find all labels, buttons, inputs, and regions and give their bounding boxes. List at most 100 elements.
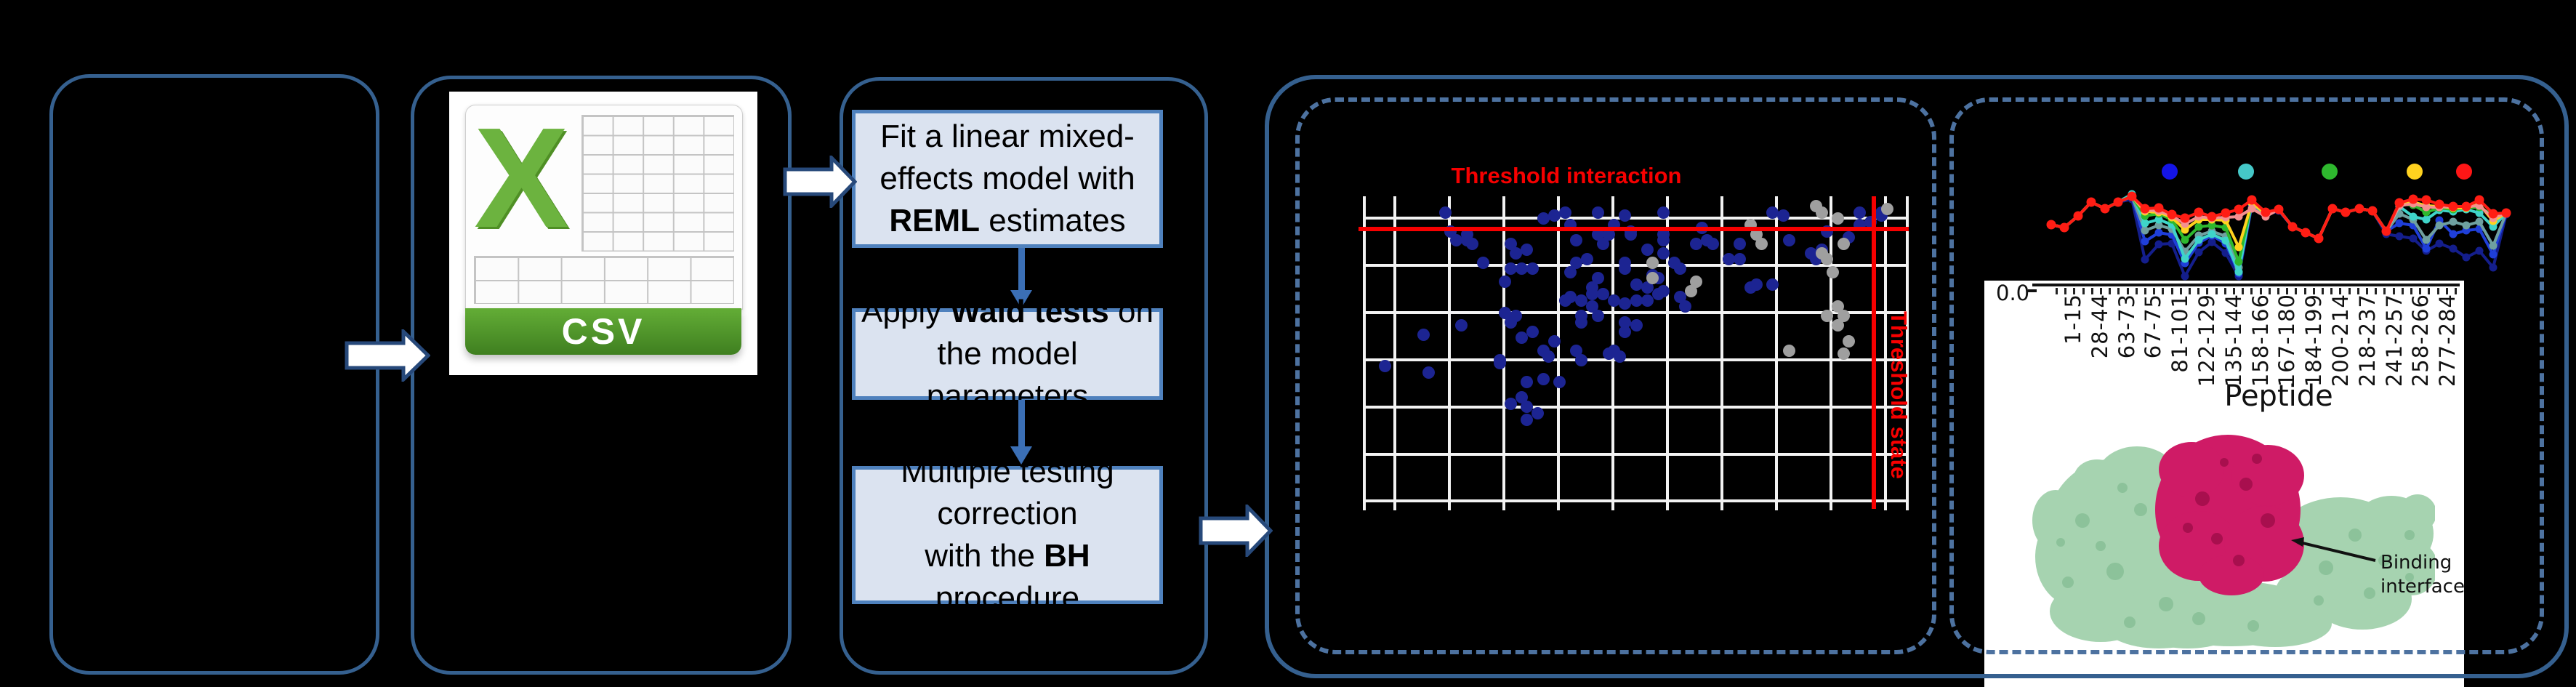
- scatter-point: [1597, 287, 1610, 300]
- flow-arrow-1-stem: [1018, 248, 1025, 292]
- series-marker: [2154, 228, 2163, 237]
- scatter-point: [1564, 265, 1577, 278]
- axis-tick: [2073, 288, 2076, 294]
- scatter-point: [1379, 360, 1392, 373]
- scatter-point: [1504, 398, 1517, 411]
- scatter-point: [1499, 275, 1512, 288]
- panel-3-statistics: [840, 77, 1208, 675]
- scatter-point: [1619, 262, 1632, 276]
- axis-tick: [2383, 288, 2386, 294]
- axis-tick: [2356, 288, 2359, 294]
- legend-dot: [2456, 164, 2472, 180]
- legend-dot: [2238, 164, 2254, 180]
- scatter-point: [1880, 203, 1893, 216]
- series-marker: [2489, 222, 2497, 231]
- scatter-point: [1591, 228, 1604, 241]
- scatter-point: [1641, 294, 1654, 307]
- gridline-v: [1720, 196, 1723, 510]
- gridline-h: [1363, 499, 1909, 502]
- series-marker: [2394, 198, 2404, 208]
- axis-tick: [2153, 288, 2156, 294]
- scatter-point: [1602, 228, 1615, 241]
- series-marker: [2422, 236, 2431, 244]
- scatter-point: [1684, 284, 1697, 297]
- series-marker: [2154, 240, 2163, 249]
- scatter-point: [1750, 228, 1763, 241]
- scatter-point: [1673, 262, 1686, 276]
- binding-interface-label: Binding interface: [2380, 552, 2464, 598]
- series-marker: [2448, 201, 2458, 212]
- series-marker: [2501, 208, 2511, 218]
- gridline-h: [1363, 217, 1909, 220]
- series-marker: [2301, 228, 2311, 238]
- axis-tick: [2242, 288, 2245, 294]
- x-axis-line: [2032, 284, 2460, 286]
- arrow-panel3-to-results: [1199, 505, 1273, 557]
- series-marker: [2207, 212, 2217, 222]
- axis-tick: [2436, 288, 2439, 294]
- axis-tick: [2056, 288, 2058, 294]
- scatter-point: [1821, 253, 1834, 266]
- csv-banner: CSV: [465, 308, 741, 355]
- scatter-point: [1815, 206, 1828, 219]
- series-marker: [2141, 255, 2149, 264]
- axis-tick: [2268, 288, 2271, 294]
- scatter-point: [1504, 237, 1517, 250]
- series-marker: [2221, 236, 2230, 245]
- axis-tick: [2392, 288, 2395, 294]
- series-marker: [2435, 239, 2444, 248]
- scatter-point: [1630, 319, 1643, 332]
- scatter-point: [1837, 310, 1850, 323]
- scatter-point: [1782, 234, 1795, 247]
- scatter-point: [1569, 256, 1582, 269]
- axis-tick: [2064, 288, 2067, 294]
- series-marker: [2194, 248, 2203, 257]
- scatter-point: [1837, 237, 1850, 250]
- scatter-point: [1515, 332, 1528, 345]
- uptake-line-chart: [2046, 190, 2511, 281]
- scatter-point: [1499, 306, 1512, 319]
- axis-tick: [2348, 288, 2351, 294]
- threshold-state-label: Threshold state: [1886, 311, 1912, 479]
- scatter-point: [1777, 209, 1790, 222]
- y-axis-tick: [2028, 289, 2037, 292]
- scatter-point: [1521, 244, 1534, 257]
- series-marker: [2421, 195, 2431, 205]
- scatter-point: [1504, 262, 1517, 276]
- series-marker: [2287, 222, 2298, 232]
- scatter-point: [1531, 407, 1545, 420]
- series-marker: [2113, 197, 2123, 207]
- series-marker: [2073, 211, 2083, 221]
- scatter-point: [1613, 350, 1626, 363]
- series-marker: [2167, 209, 2177, 220]
- scatter-point: [1477, 256, 1490, 269]
- scatter-point: [1553, 375, 1566, 388]
- axis-tick: [2401, 288, 2404, 294]
- scatter-point: [1734, 253, 1747, 266]
- series-marker: [2181, 272, 2189, 281]
- axis-tick: [2189, 288, 2191, 294]
- scatter-point: [1630, 294, 1643, 307]
- series-marker: [2422, 203, 2431, 212]
- gridline-v: [1393, 196, 1396, 510]
- axis-tick: [2375, 288, 2378, 294]
- scatter-point: [1591, 310, 1604, 323]
- arrow-panel2-to-panel3: [783, 156, 857, 208]
- scatter-point: [1657, 206, 1670, 219]
- scatter-point: [1832, 212, 1845, 225]
- scatter-point: [1690, 275, 1703, 288]
- scatter-point: [1657, 246, 1670, 260]
- axis-tick: [2179, 288, 2182, 294]
- scatter-point: [1575, 294, 1588, 307]
- series-marker: [2474, 195, 2484, 205]
- series-marker: [2207, 221, 2216, 230]
- gridline-v: [1830, 196, 1832, 510]
- series-marker: [2059, 222, 2069, 233]
- gridline-h: [1363, 264, 1909, 267]
- gridline-v: [1448, 196, 1451, 510]
- scatter-point: [1417, 329, 1430, 342]
- series-marker: [2367, 206, 2378, 216]
- axis-tick: [2109, 288, 2112, 294]
- scatter-point: [1526, 262, 1539, 276]
- scatter-point: [1537, 212, 1550, 225]
